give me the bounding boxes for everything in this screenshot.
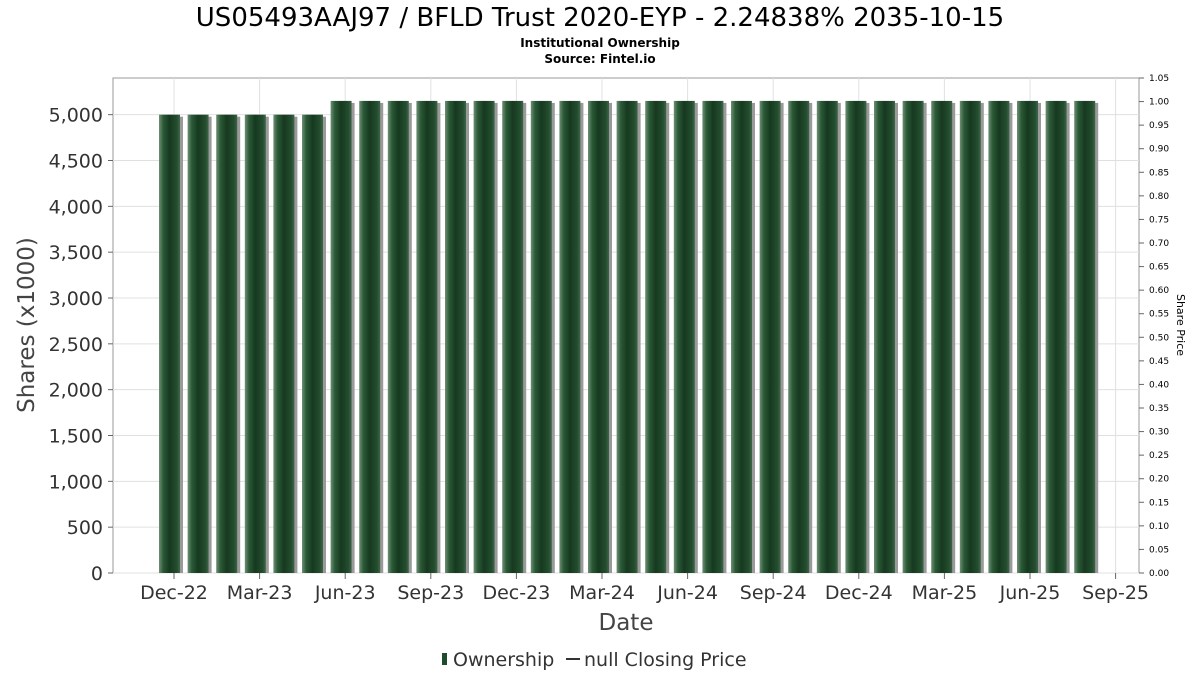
bar-29 xyxy=(988,100,1010,574)
right-tick-label-20: 1.00 xyxy=(1149,98,1169,108)
right-tick-label-5: 0.25 xyxy=(1149,451,1169,461)
bar-4 xyxy=(273,114,295,574)
right-axis-title: Share Price xyxy=(1174,294,1187,356)
bar-12 xyxy=(502,100,524,574)
bar-20 xyxy=(731,100,752,574)
right-tick-label-21: 1.05 xyxy=(1149,74,1169,84)
right-tick-label-6: 0.30 xyxy=(1149,428,1169,438)
x-tick-label-11: Sep-25 xyxy=(1082,582,1149,604)
bar-24 xyxy=(845,100,867,574)
chart-title: US05493AAJ97 / BFLD Trust 2020-EYP - 2.2… xyxy=(196,3,1004,33)
right-tick-label-7: 0.35 xyxy=(1149,404,1169,414)
bar-28 xyxy=(959,100,981,574)
bar-16 xyxy=(616,100,638,574)
bar-21 xyxy=(759,100,781,574)
bar-31 xyxy=(1045,100,1067,574)
x-tick-label-5: Mar-24 xyxy=(569,582,635,604)
bar-25 xyxy=(874,100,895,574)
x-tick-label-3: Sep-23 xyxy=(397,582,464,604)
x-tick-label-8: Dec-24 xyxy=(825,582,893,604)
y-tick-label-8: 4,000 xyxy=(49,196,103,218)
legend-swatch-ownership xyxy=(442,653,447,665)
bar-13 xyxy=(530,100,552,574)
legend-label-closing-price: null Closing Price xyxy=(584,649,747,671)
y-tick-label-9: 4,500 xyxy=(49,151,103,173)
right-tick-label-4: 0.20 xyxy=(1149,475,1169,485)
bar-22 xyxy=(788,100,810,574)
x-tick-label-2: Jun-23 xyxy=(314,582,376,604)
right-tick-label-13: 0.65 xyxy=(1149,263,1169,273)
right-tick-label-1: 0.05 xyxy=(1149,545,1169,555)
bar-10 xyxy=(445,100,466,574)
bar-18 xyxy=(673,100,695,574)
right-tick-label-11: 0.55 xyxy=(1149,310,1169,320)
x-tick-label-1: Mar-23 xyxy=(227,582,293,604)
bar-30 xyxy=(1017,100,1038,574)
chart-subtitle-line-1: Institutional Ownership xyxy=(520,36,680,50)
bar-23 xyxy=(816,100,838,574)
bar-1 xyxy=(187,114,209,574)
x-tick-label-9: Mar-25 xyxy=(912,582,978,604)
bar-6 xyxy=(330,100,352,574)
x-tick-label-6: Jun-24 xyxy=(656,582,718,604)
bar-27 xyxy=(931,100,953,574)
bar-3 xyxy=(244,114,266,574)
bar-2 xyxy=(216,114,238,574)
bar-17 xyxy=(645,100,667,574)
bar-8 xyxy=(387,100,409,574)
right-tick-label-2: 0.10 xyxy=(1149,522,1169,532)
legend: Ownership null Closing Price xyxy=(442,649,747,671)
y-tick-label-1: 500 xyxy=(67,517,103,539)
y-tick-label-5: 2,500 xyxy=(49,334,103,356)
bar-7 xyxy=(359,100,381,574)
right-tick-label-18: 0.90 xyxy=(1149,145,1169,155)
x-tick-label-0: Dec-22 xyxy=(140,582,208,604)
y-tick-label-4: 2,000 xyxy=(49,380,103,402)
bar-0 xyxy=(159,114,180,574)
right-tick-label-9: 0.45 xyxy=(1149,357,1169,367)
right-tick-label-8: 0.40 xyxy=(1149,380,1169,390)
legend-label-ownership: Ownership xyxy=(453,649,554,671)
x-axis-title: Date xyxy=(599,610,654,636)
bar-14 xyxy=(559,100,581,574)
bar-series-ownership xyxy=(159,100,1099,574)
right-tick-label-15: 0.75 xyxy=(1149,215,1169,225)
right-tick-label-14: 0.70 xyxy=(1149,239,1169,249)
right-tick-label-19: 0.95 xyxy=(1149,121,1169,131)
bar-26 xyxy=(902,100,924,574)
right-tick-label-10: 0.50 xyxy=(1149,333,1169,343)
bar-11 xyxy=(473,100,495,574)
y-tick-label-7: 3,500 xyxy=(49,242,103,264)
y-tick-label-3: 1,500 xyxy=(49,426,103,448)
chart-subtitle-line-2: Source: Fintel.io xyxy=(544,52,655,66)
right-tick-label-3: 0.15 xyxy=(1149,498,1169,508)
bar-9 xyxy=(416,100,438,574)
bar-19 xyxy=(702,100,724,574)
bar-5 xyxy=(302,114,323,574)
bar-15 xyxy=(588,100,609,574)
x-tick-label-10: Jun-25 xyxy=(999,582,1061,604)
left-axis-ticks: 0 500 1,000 1,500 2,000 2,500 3,000 3,500 4,000 4… xyxy=(49,105,113,585)
right-tick-label-0: 0.00 xyxy=(1149,569,1169,579)
bar-32 xyxy=(1074,100,1096,574)
right-tick-label-12: 0.60 xyxy=(1149,286,1169,296)
right-axis-ticks: 0.00 0.05 0.10 0.15 0.20 0.25 0.30 0.35 0.40 0.45… xyxy=(1139,74,1169,579)
x-tick-label-4: Dec-23 xyxy=(482,582,550,604)
y-tick-label-2: 1,000 xyxy=(49,471,103,493)
right-tick-label-16: 0.80 xyxy=(1149,192,1169,202)
y-tick-label-0: 0 xyxy=(91,563,103,585)
right-tick-label-17: 0.85 xyxy=(1149,168,1169,178)
x-axis-ticks: Dec-22 Mar-23 Jun-23 Sep-23 Dec-23 Mar-24 Jun-… xyxy=(140,573,1149,604)
y-axis-title: Shares (x1000) xyxy=(14,237,40,413)
y-tick-label-10: 5,000 xyxy=(49,105,103,127)
y-tick-label-6: 3,000 xyxy=(49,288,103,310)
x-tick-label-7: Sep-24 xyxy=(740,582,807,604)
